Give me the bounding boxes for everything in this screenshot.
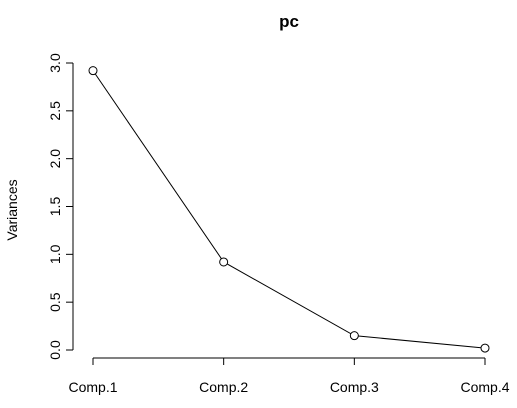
y-axis: 0.0 0.5 1.0 1.5 2.0 2.5 3.0 [47,53,74,360]
x-axis: Comp.1 Comp.2 Comp.3 Comp.4 [68,357,510,395]
y-tick-label: 1.5 [47,197,63,217]
y-tick-label: 1.0 [47,244,63,264]
x-tick-label: Comp.2 [199,379,248,395]
y-tick-label: 0.0 [47,340,63,360]
y-axis-title: Variances [4,179,20,240]
variance-series [88,66,490,353]
x-tick-label: Comp.4 [460,379,509,395]
y-tick-label: 0.5 [47,292,63,312]
x-tick-label: Comp.1 [68,379,117,395]
y-tick-label: 2.5 [47,101,63,121]
chart-title: pc [279,12,299,31]
data-point [480,343,490,353]
x-tick-label: Comp.3 [330,379,379,395]
series-line [92,70,486,349]
y-tick-label: 2.0 [47,149,63,169]
data-point [349,331,359,341]
data-point [88,66,98,76]
y-tick-label: 3.0 [47,53,63,73]
data-point [219,257,229,267]
